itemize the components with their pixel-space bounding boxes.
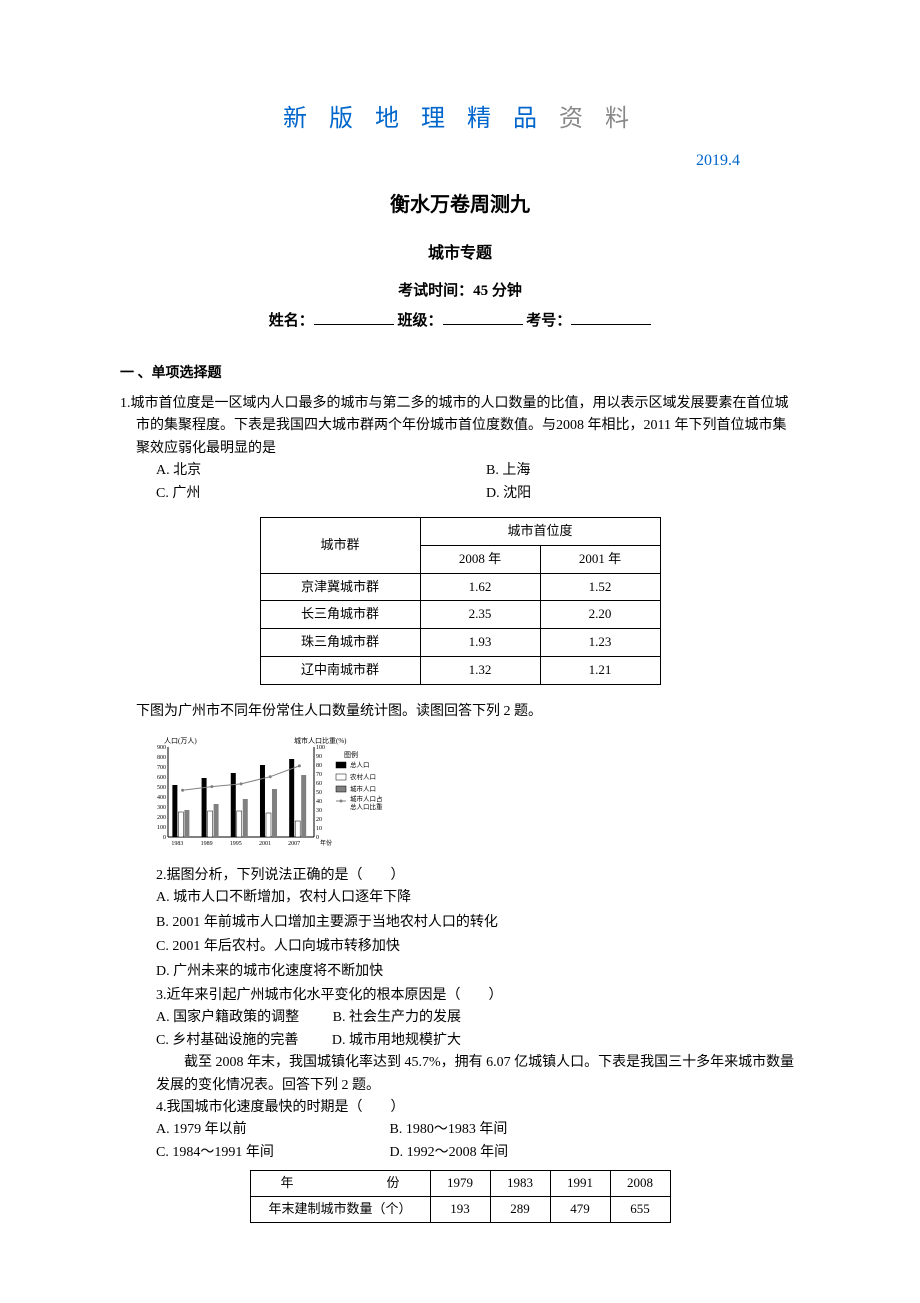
svg-text:100: 100 <box>157 825 166 831</box>
svg-text:40: 40 <box>316 799 322 805</box>
svg-text:400: 400 <box>157 795 166 801</box>
svg-text:城市人口比重(%): 城市人口比重(%) <box>294 736 347 745</box>
svg-text:60: 60 <box>316 781 322 787</box>
chart-svg: 9008007006005004003002001000100908070605… <box>136 733 396 853</box>
svg-text:总人口比重: 总人口比重 <box>350 802 383 811</box>
svg-text:农村人口: 农村人口 <box>350 772 376 781</box>
title-gray: 资 料 <box>545 106 637 132</box>
svg-text:80: 80 <box>316 763 322 769</box>
svg-text:1983: 1983 <box>171 841 183 847</box>
q3-A: A. 国家户籍政策的调整 <box>156 1007 299 1029</box>
svg-text:总人口: 总人口 <box>350 760 370 769</box>
q1-optD: D. 沈阳 <box>486 483 531 505</box>
chart-caption: 下图为广州市不同年份常住人口数量统计图。读图回答下列 2 题。 <box>136 701 800 723</box>
table-row: 辽中南城市群1.321.21 <box>260 656 660 684</box>
table-row: 长三角城市群2.352.20 <box>260 601 660 629</box>
svg-text:20: 20 <box>316 817 322 823</box>
q1-optA: A. 北京 <box>156 460 486 482</box>
q2-num: 2.据图分析，下列说法正确的是（ ） <box>156 865 800 887</box>
q1-text: 1.城市首位度是一区域内人口最多的城市与第二多的城市的人口数量的比值，用以表示区… <box>136 393 800 460</box>
name-label: 姓名： <box>269 313 314 329</box>
chart: 9008007006005004003002001000100908070605… <box>136 733 396 853</box>
q3-C: C. 乡村基础设施的完善 <box>156 1030 298 1052</box>
svg-text:2007: 2007 <box>288 841 300 847</box>
svg-text:50: 50 <box>316 790 322 796</box>
svg-text:200: 200 <box>157 815 166 821</box>
svg-text:城市人口占: 城市人口占 <box>350 794 383 803</box>
svg-text:1995: 1995 <box>230 841 242 847</box>
svg-text:年份: 年份 <box>320 839 332 847</box>
svg-text:100: 100 <box>316 745 325 751</box>
q3-D: D. 城市用地规模扩大 <box>332 1030 461 1052</box>
svg-text:图例: 图例 <box>344 750 358 759</box>
topic: 城市专题 <box>120 241 800 267</box>
table-row: 京津冀城市群1.621.52 <box>260 573 660 601</box>
svg-text:300: 300 <box>157 805 166 811</box>
svg-text:900: 900 <box>157 745 166 751</box>
class-blank <box>443 309 523 325</box>
t1-h2: 城市首位度 <box>420 517 660 545</box>
t1-h1: 城市群 <box>260 517 420 573</box>
q4-D: D. 1992～2008 年间 <box>390 1142 509 1164</box>
t1-y2: 2001 年 <box>540 545 660 573</box>
svg-text:城市人口: 城市人口 <box>350 784 376 793</box>
svg-text:2001: 2001 <box>259 841 271 847</box>
svg-text:30: 30 <box>316 808 322 814</box>
table-row: 珠三角城市群1.931.23 <box>260 629 660 657</box>
svg-text:人口(万人): 人口(万人) <box>164 737 197 745</box>
q2-D: D. 广州未来的城市化速度将不断加快 <box>156 961 800 983</box>
table2: 年 份 1979 1983 1991 2008 年末建制城市数量（个） 193 … <box>250 1170 671 1223</box>
svg-text:0: 0 <box>163 835 166 841</box>
table-row: 年 份 1979 1983 1991 2008 <box>250 1171 670 1197</box>
title-blue: 新 版 地 理 精 品 <box>283 106 545 132</box>
q4-C: C. 1984～1991 年间 <box>156 1142 356 1164</box>
q1-text-content: 1.城市首位度是一区域内人口最多的城市与第二多的城市的人口数量的比值，用以表示区… <box>120 396 789 456</box>
svg-text:0: 0 <box>316 835 319 841</box>
svg-text:500: 500 <box>157 785 166 791</box>
q4-B: B. 1980～1983 年间 <box>390 1119 508 1141</box>
svg-text:10: 10 <box>316 826 322 832</box>
exam-time: 考试时间：45 分钟 <box>120 279 800 303</box>
context4: 截至 2008 年末，我国城镇化率达到 45.7%，拥有 6.07 亿城镇人口。… <box>156 1052 800 1097</box>
name-blank <box>314 309 394 325</box>
svg-text:800: 800 <box>157 755 166 761</box>
q3-num: 3.近年来引起广州城市化水平变化的根本原因是（ ） <box>156 985 800 1007</box>
q1-block: 1.城市首位度是一区域内人口最多的城市与第二多的城市的人口数量的比值，用以表示区… <box>120 393 800 505</box>
q2-A: A. 城市人口不断增加，农村人口逐年下降 <box>156 887 800 909</box>
id-label: 考号： <box>526 313 571 329</box>
id-blank <box>571 309 651 325</box>
q4-A: A. 1979 年以前 <box>156 1119 356 1141</box>
sub-title: 衡水万卷周测九 <box>120 189 800 221</box>
table1: 城市群 城市首位度 2008 年 2001 年 京津冀城市群1.621.52 长… <box>260 517 661 685</box>
q4-num: 4.我国城市化速度最快的时期是（ ） <box>156 1097 800 1119</box>
q2-B: B. 2001 年前城市人口增加主要源于当地农村人口的转化 <box>156 912 800 934</box>
date: 2019.4 <box>120 148 800 174</box>
info-line: 姓名： 班级： 考号： <box>120 309 800 333</box>
q2-C: C. 2001 年后农村。人口向城市转移加快 <box>156 936 800 958</box>
q1-optC: C. 广州 <box>156 483 486 505</box>
svg-text:70: 70 <box>316 772 322 778</box>
t1-y1: 2008 年 <box>420 545 540 573</box>
section-header: 一 、单项选择题 <box>120 363 800 385</box>
class-label: 班级： <box>397 313 442 329</box>
q3-B: B. 社会生产力的发展 <box>333 1007 461 1029</box>
svg-text:700: 700 <box>157 765 166 771</box>
table-row: 年末建制城市数量（个） 193 289 479 655 <box>250 1196 670 1222</box>
svg-text:90: 90 <box>316 754 322 760</box>
q1-optB: B. 上海 <box>486 460 530 482</box>
main-title: 新 版 地 理 精 品 资 料 <box>120 100 800 138</box>
svg-text:600: 600 <box>157 775 166 781</box>
svg-text:1989: 1989 <box>201 841 213 847</box>
